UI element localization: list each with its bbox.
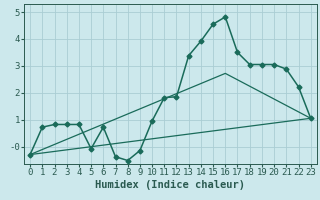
X-axis label: Humidex (Indice chaleur): Humidex (Indice chaleur) (95, 180, 245, 190)
